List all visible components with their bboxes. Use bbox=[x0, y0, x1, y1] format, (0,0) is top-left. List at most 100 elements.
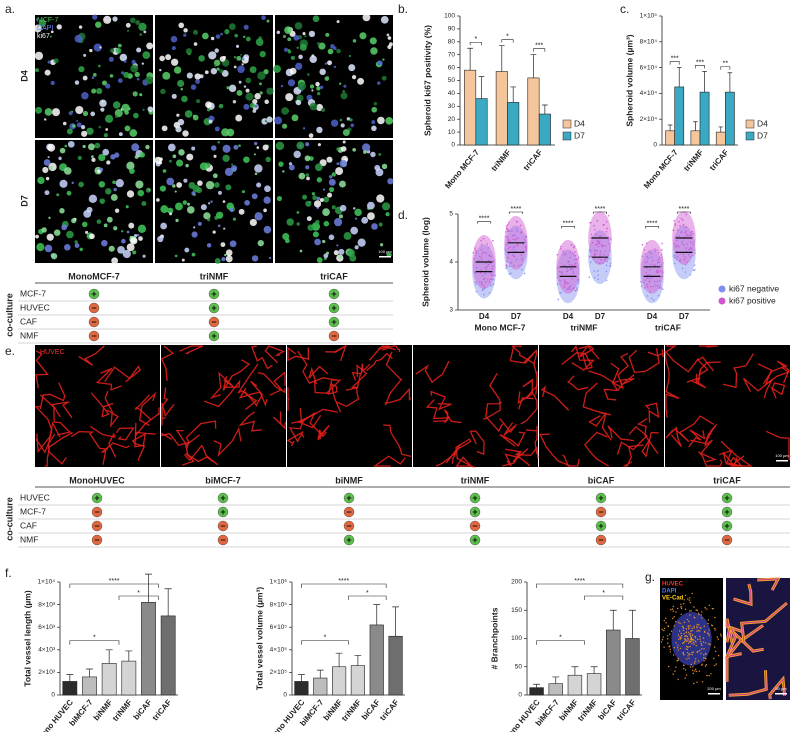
x-tick-label: triNMF bbox=[571, 322, 598, 332]
point-texture bbox=[482, 251, 484, 253]
cell bbox=[221, 257, 226, 262]
vessel bbox=[641, 431, 659, 458]
channel-label: VE-Cad bbox=[662, 596, 684, 602]
point-texture bbox=[606, 227, 608, 230]
panel-letter: c. bbox=[620, 2, 629, 16]
cell bbox=[117, 43, 122, 48]
point-texture bbox=[475, 251, 477, 254]
sprout bbox=[691, 652, 693, 654]
y-tick-label: 1×10⁵ bbox=[640, 13, 658, 20]
bar bbox=[567, 674, 583, 696]
y-tick-label: 6×10³ bbox=[38, 624, 56, 631]
cell bbox=[275, 141, 285, 151]
point-texture bbox=[605, 279, 608, 282]
error-bar bbox=[105, 649, 113, 664]
cell bbox=[263, 225, 272, 234]
point-texture bbox=[595, 233, 597, 236]
bar bbox=[495, 71, 508, 146]
point-texture bbox=[510, 272, 512, 275]
cell bbox=[136, 77, 140, 81]
cell bbox=[245, 92, 254, 101]
point-texture bbox=[564, 282, 567, 285]
bar bbox=[294, 681, 309, 696]
cell bbox=[74, 240, 78, 244]
y-tick-label: 80 bbox=[448, 39, 456, 46]
cell bbox=[66, 128, 73, 135]
status-symbol: + bbox=[211, 289, 216, 299]
cell bbox=[184, 247, 190, 253]
point-texture bbox=[574, 262, 577, 265]
cell bbox=[126, 29, 130, 32]
cell bbox=[175, 202, 183, 211]
point-texture bbox=[659, 256, 661, 259]
point-texture bbox=[483, 293, 485, 296]
point-texture bbox=[488, 281, 491, 283]
vessel bbox=[70, 431, 109, 450]
cell bbox=[263, 196, 271, 204]
cell bbox=[308, 30, 316, 38]
cell bbox=[315, 219, 320, 225]
cell bbox=[266, 116, 273, 123]
cell bbox=[172, 184, 176, 188]
micrograph bbox=[33, 14, 154, 138]
cell bbox=[335, 167, 344, 176]
status-icon bbox=[343, 506, 355, 518]
cell bbox=[37, 176, 45, 185]
vessel bbox=[570, 345, 596, 371]
point-texture bbox=[608, 242, 611, 245]
sprout bbox=[710, 673, 712, 675]
sprout bbox=[703, 625, 705, 627]
cell bbox=[286, 218, 294, 226]
sprout bbox=[682, 603, 685, 605]
cell bbox=[114, 115, 118, 119]
vessel bbox=[366, 352, 393, 372]
cell bbox=[137, 224, 147, 233]
point-texture bbox=[653, 299, 655, 301]
error-bar bbox=[510, 86, 517, 103]
point-texture bbox=[485, 268, 488, 271]
point-texture bbox=[643, 248, 646, 251]
sprout bbox=[666, 638, 669, 640]
scale-bar bbox=[776, 460, 788, 462]
point-texture bbox=[685, 233, 688, 236]
y-axis-label: Spheroid ki67 positivity (%) bbox=[422, 25, 432, 136]
point-texture bbox=[578, 280, 580, 282]
cell bbox=[109, 48, 115, 53]
sprout bbox=[661, 628, 663, 631]
micrograph-background bbox=[155, 140, 273, 263]
vessel bbox=[698, 345, 719, 348]
sprout bbox=[689, 614, 691, 616]
point-texture bbox=[644, 279, 647, 281]
cell bbox=[185, 48, 192, 55]
cell bbox=[64, 167, 72, 175]
error-bar bbox=[164, 588, 172, 616]
sprout bbox=[688, 653, 690, 655]
point-texture bbox=[563, 286, 566, 289]
cell bbox=[319, 68, 326, 76]
vessel bbox=[430, 390, 452, 411]
channel-label: MCF-7 bbox=[37, 17, 58, 24]
sprout bbox=[718, 654, 720, 657]
significance-bracket bbox=[118, 595, 159, 600]
sprout bbox=[691, 634, 693, 636]
cell bbox=[139, 152, 146, 158]
cell bbox=[240, 53, 243, 56]
point-texture bbox=[686, 261, 688, 263]
significance-label: * bbox=[93, 635, 96, 642]
status-symbol: − bbox=[220, 535, 225, 545]
sprout bbox=[684, 594, 687, 597]
cell bbox=[336, 162, 340, 166]
cell bbox=[141, 201, 147, 206]
sprout bbox=[692, 641, 695, 643]
cell bbox=[221, 128, 230, 137]
point-texture bbox=[646, 286, 649, 288]
vessel bbox=[35, 350, 49, 389]
sprout bbox=[696, 630, 698, 632]
sprout bbox=[685, 640, 688, 642]
micrograph bbox=[413, 345, 539, 468]
point-texture bbox=[598, 235, 601, 238]
vessel bbox=[95, 367, 122, 391]
cell bbox=[208, 119, 213, 124]
cell bbox=[387, 36, 392, 40]
significance-label: * bbox=[366, 590, 369, 597]
